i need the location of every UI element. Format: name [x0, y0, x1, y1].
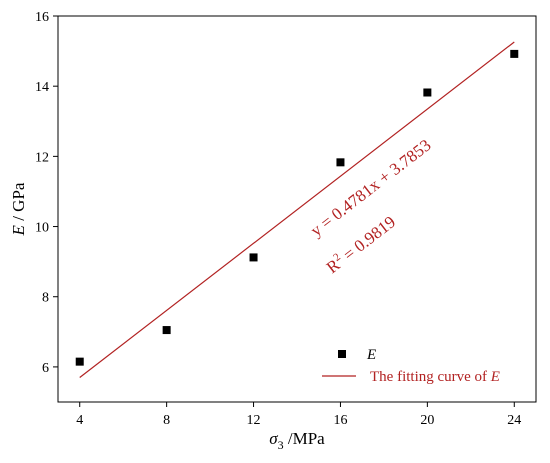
fit-line-group — [79, 41, 515, 378]
fit-line — [79, 41, 515, 378]
legend-scatter-marker — [338, 350, 346, 358]
data-point — [249, 253, 258, 262]
x-axis-ticks: 4 8 12 16 20 24 — [76, 402, 521, 428]
data-point — [75, 357, 84, 366]
x-tick-label: 4 — [76, 413, 83, 428]
y-tick-label: 6 — [42, 361, 49, 376]
y-tick-label: 8 — [42, 291, 49, 306]
legend-line-label: The fitting curve of E — [370, 369, 500, 385]
scatter-points — [75, 49, 519, 366]
r-squared-value: = 0.9819 — [336, 212, 399, 267]
plot-border — [57, 15, 537, 403]
x-tick-label: 24 — [507, 413, 521, 428]
legend-scatter-label: E — [366, 347, 376, 363]
x-tick-label: 16 — [333, 413, 347, 428]
x-tick-label: 20 — [420, 413, 434, 428]
y-tick-label: 12 — [35, 150, 49, 165]
x-axis-label: σ3 /MPa — [269, 429, 325, 452]
y-axis-ticks: 6 8 10 12 14 16 — [35, 10, 58, 376]
x-tick-label: 12 — [247, 413, 261, 428]
y-axis-label: E / GPa — [9, 182, 28, 236]
data-point — [423, 88, 432, 97]
legend: E The fitting curve of E — [322, 347, 500, 385]
r-squared-power: 2 — [331, 251, 343, 264]
y-tick-label: 14 — [35, 80, 49, 95]
plot-frame — [57, 15, 537, 403]
x-tick-label: 8 — [163, 413, 170, 428]
data-point — [162, 326, 171, 335]
data-point — [510, 49, 519, 58]
y-tick-label: 10 — [35, 221, 49, 236]
y-tick-label: 16 — [35, 10, 49, 25]
data-point — [336, 158, 345, 167]
